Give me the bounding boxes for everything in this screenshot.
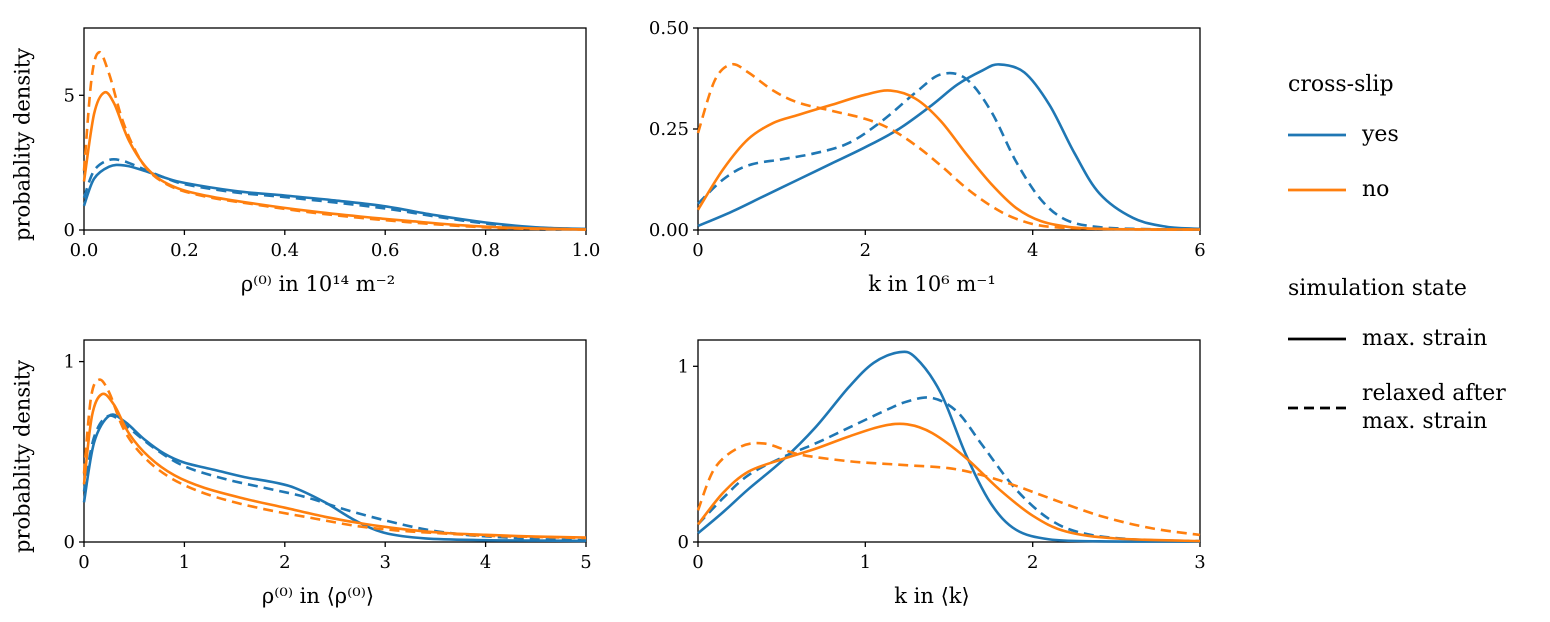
- x-axis-label: k in ⟨k⟩: [894, 584, 970, 608]
- legend-item-max-strain: max. strain: [1288, 325, 1550, 354]
- svg-text:6: 6: [1194, 240, 1205, 261]
- legend-simulation-state: simulation state max. strain relaxed aft…: [1288, 276, 1550, 437]
- plot-top-left: probablity density 0.0 0.2 0.4 0.6 0.8 1.0 0 5 …: [8, 18, 601, 296]
- chart-canvas-top-left: 0.0 0.2 0.4 0.6 0.8 1.0 0 5: [38, 18, 601, 270]
- svg-text:2: 2: [860, 240, 871, 261]
- svg-text:1.0: 1.0: [572, 240, 601, 261]
- svg-text:0.2: 0.2: [170, 240, 199, 261]
- legend-cross-slip: cross-slip yes no: [1288, 72, 1550, 204]
- x-axis-label: k in 10⁶ m⁻¹: [868, 272, 996, 296]
- svg-text:0.00: 0.00: [649, 220, 689, 241]
- legend-label-relaxed: relaxed after max. strain: [1362, 380, 1506, 435]
- svg-text:1: 1: [179, 552, 190, 573]
- legend-title-simulation-state: simulation state: [1288, 276, 1467, 302]
- legend-label-no: no: [1362, 176, 1390, 202]
- svg-text:3: 3: [379, 552, 390, 573]
- svg-text:1: 1: [678, 356, 689, 377]
- x-axis-label: ρ⁽⁰⁾ in ⟨ρ⁽⁰⁾⟩: [261, 584, 375, 608]
- svg-text:0: 0: [64, 220, 75, 241]
- svg-text:0.8: 0.8: [471, 240, 500, 261]
- svg-text:1: 1: [64, 352, 75, 373]
- legend-label-yes: yes: [1362, 122, 1399, 147]
- plot-bottom-right: 0 1 2 3 0 1 k in ⟨k⟩: [652, 330, 1212, 608]
- line-sample-yes: [1288, 132, 1346, 138]
- svg-text:5: 5: [580, 552, 591, 573]
- svg-text:0: 0: [64, 532, 75, 553]
- svg-text:0: 0: [78, 552, 89, 573]
- svg-text:4: 4: [480, 552, 491, 573]
- line-sample-max-strain: [1288, 336, 1346, 342]
- legend-title-cross-slip: cross-slip: [1288, 72, 1394, 97]
- svg-text:0.0: 0.0: [70, 240, 99, 261]
- svg-text:0.4: 0.4: [270, 240, 299, 261]
- svg-text:0: 0: [678, 532, 689, 553]
- legend-label-max-strain: max. strain: [1362, 326, 1488, 352]
- svg-text:4: 4: [1027, 240, 1038, 261]
- svg-text:0.50: 0.50: [649, 18, 689, 39]
- line-sample-no: [1288, 187, 1346, 193]
- svg-text:2: 2: [1027, 552, 1038, 573]
- plot-bottom-left: probablity density 0 1 2 3 4 5 0 1 ρ⁽⁰⁾ in ⟨ρ⁽⁰…: [8, 330, 598, 608]
- chart-canvas-top-right: 0 2 4 6 0.00 0.25 0.50: [649, 18, 1212, 270]
- svg-text:0.25: 0.25: [649, 119, 689, 140]
- legend-item-relaxed: relaxed after max. strain: [1288, 380, 1550, 437]
- chart-canvas-bottom-right: 0 1 2 3 0 1: [652, 330, 1212, 582]
- x-axis-label: ρ⁽⁰⁾ in 10¹⁴ m⁻²: [240, 272, 396, 296]
- svg-text:0: 0: [692, 240, 703, 261]
- svg-text:0: 0: [692, 552, 703, 573]
- legend: cross-slip yes no simulation state max. …: [1288, 72, 1550, 463]
- legend-item-no: no: [1288, 176, 1550, 205]
- svg-text:0.6: 0.6: [371, 240, 400, 261]
- svg-text:3: 3: [1194, 552, 1205, 573]
- line-sample-relaxed: [1288, 405, 1346, 411]
- y-axis-label: probablity density: [10, 47, 35, 241]
- svg-text:2: 2: [279, 552, 290, 573]
- svg-text:5: 5: [64, 85, 75, 106]
- plot-top-right: 0 2 4 6 0.00 0.25 0.50 k in 10⁶ m⁻¹: [649, 18, 1212, 296]
- legend-item-yes: yes: [1288, 121, 1550, 150]
- y-axis-label: probablity density: [10, 359, 35, 553]
- chart-canvas-bottom-left: 0 1 2 3 4 5 0 1: [38, 330, 598, 582]
- svg-text:1: 1: [860, 552, 871, 573]
